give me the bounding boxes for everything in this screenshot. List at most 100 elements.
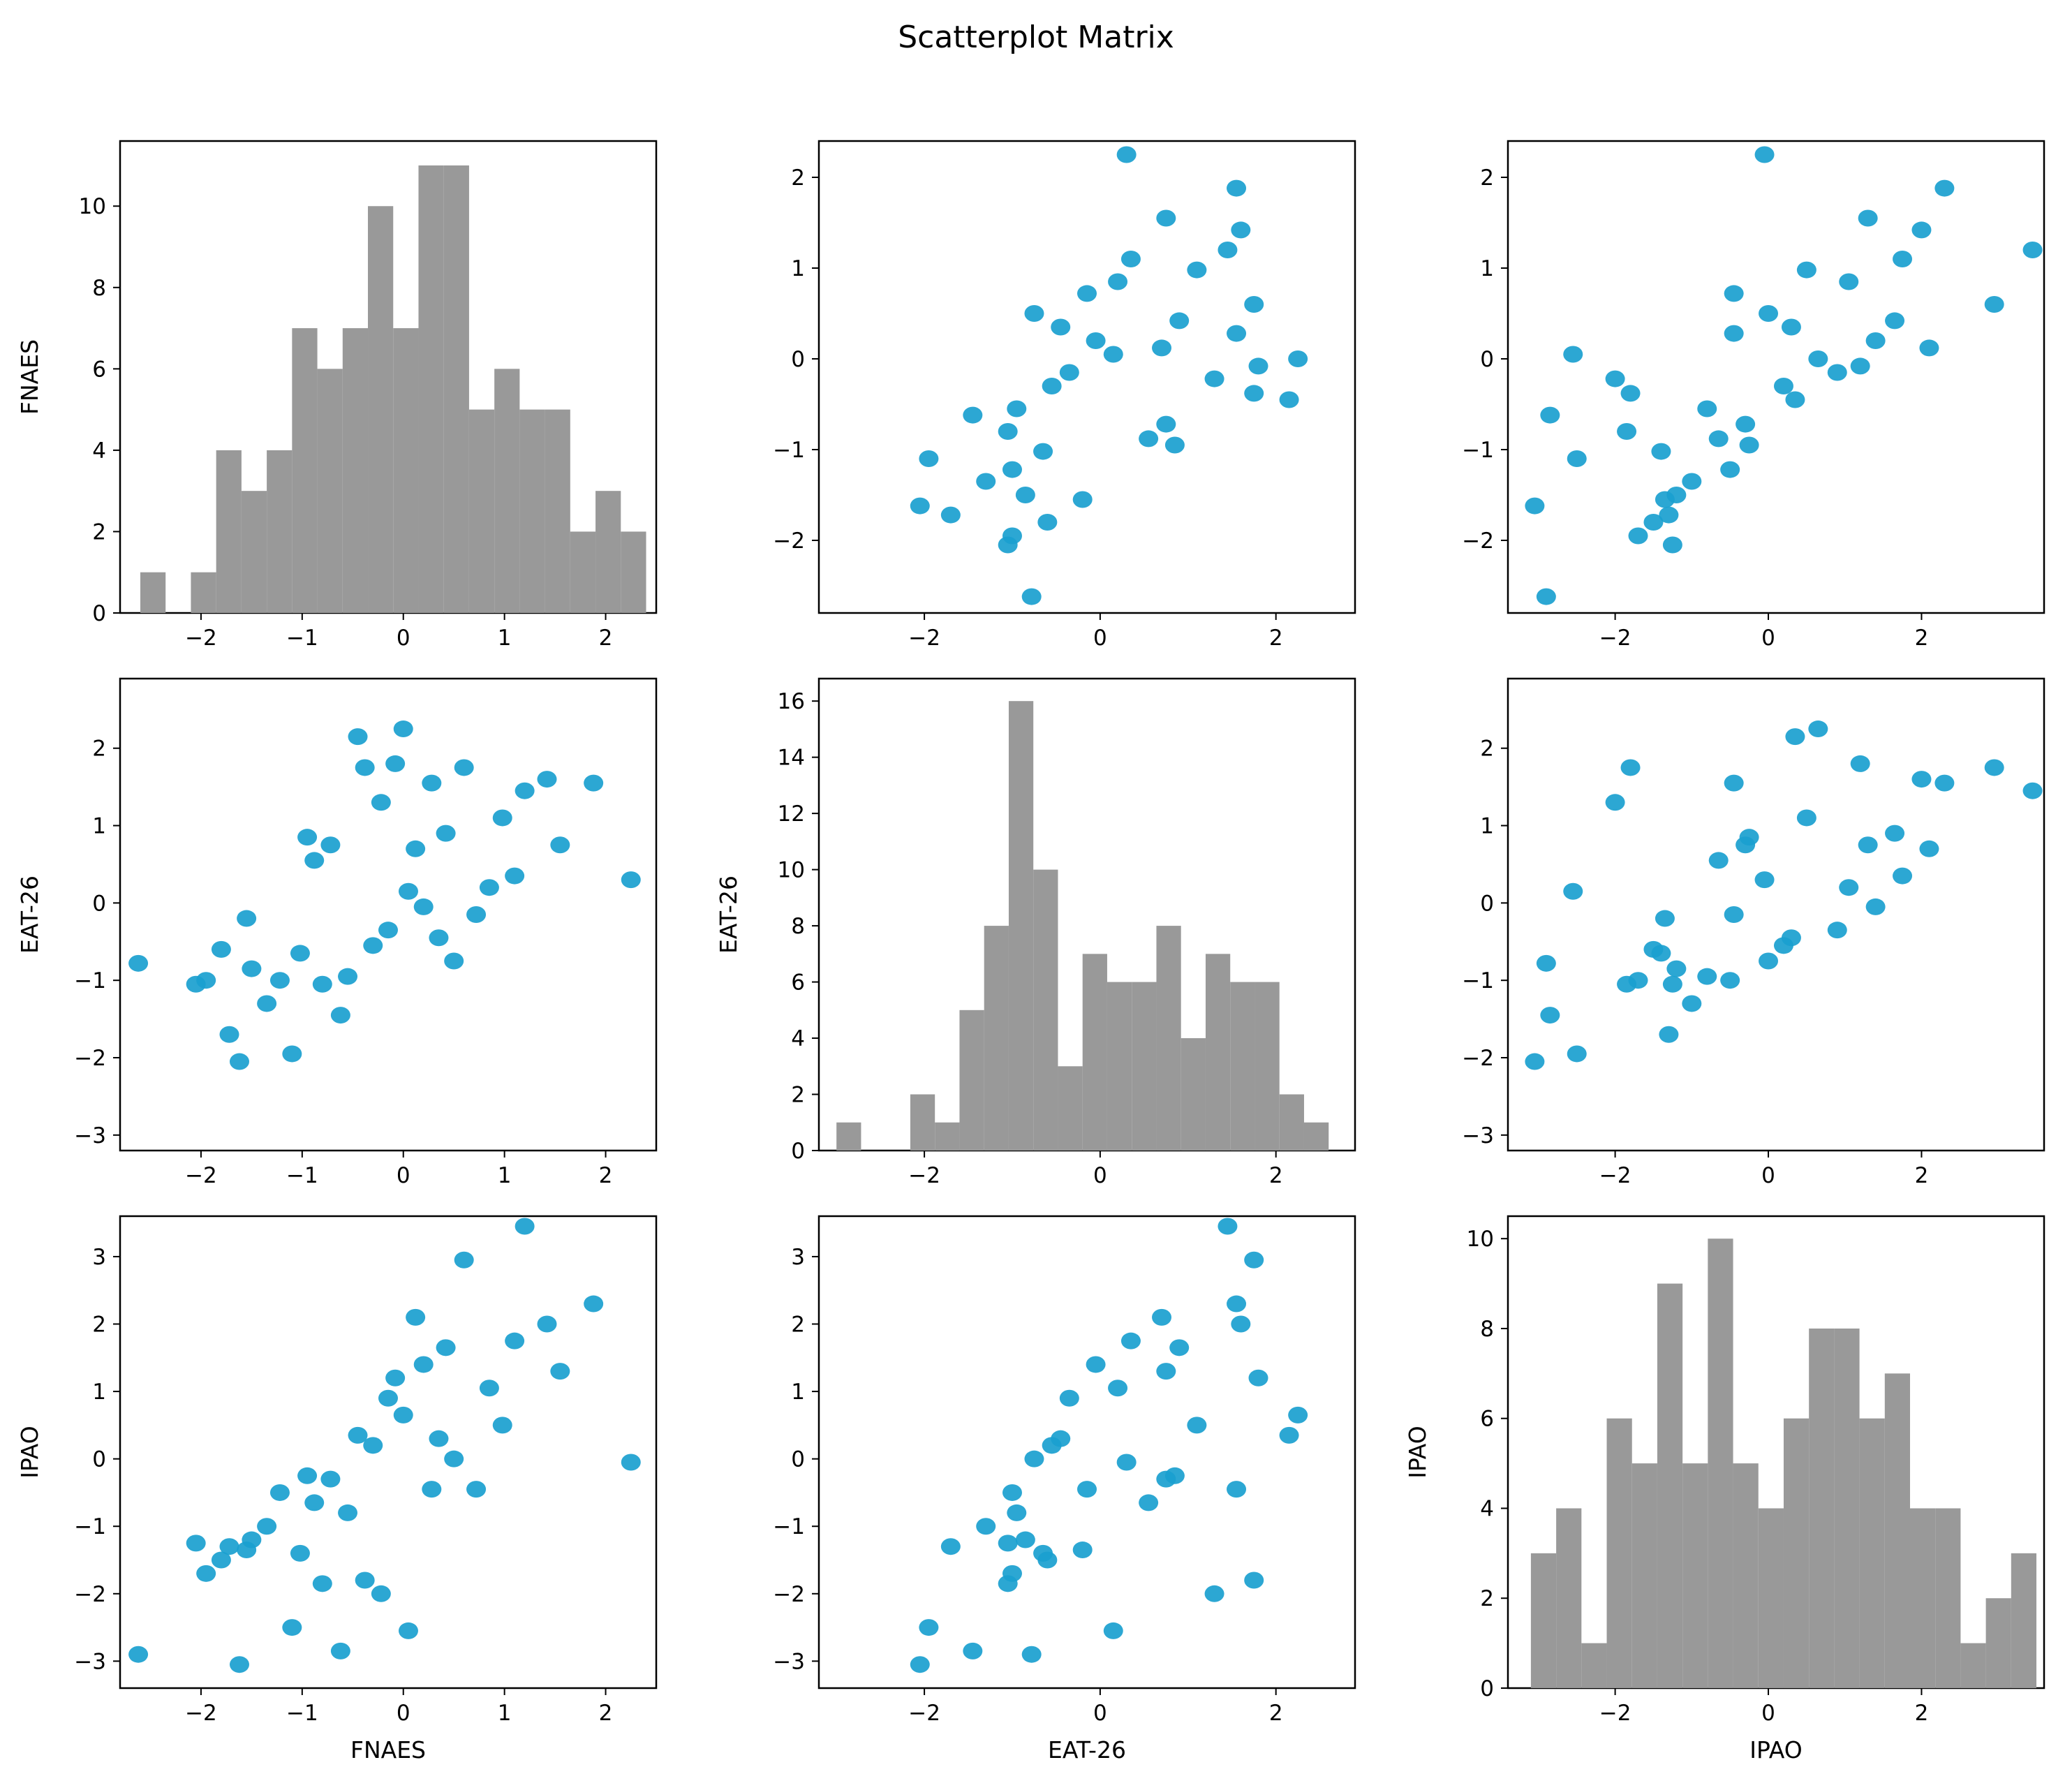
data-point bbox=[621, 871, 641, 889]
panel-frame bbox=[119, 677, 658, 1152]
data-point bbox=[1116, 1454, 1137, 1471]
data-point bbox=[1021, 1646, 1042, 1663]
data-point bbox=[330, 1007, 350, 1024]
data-point bbox=[910, 497, 930, 515]
data-point bbox=[1007, 400, 1027, 417]
data-point bbox=[621, 1454, 641, 1471]
histogram-bar bbox=[959, 1010, 984, 1151]
histogram-bar bbox=[317, 369, 343, 613]
histogram-bar bbox=[1008, 701, 1034, 1151]
y-tick-label: −1 bbox=[74, 1514, 106, 1539]
data-point bbox=[290, 945, 310, 962]
data-point bbox=[1827, 364, 1847, 381]
data-point bbox=[1116, 146, 1137, 163]
y-tick-label: −1 bbox=[773, 438, 805, 463]
x-tick-label: −2 bbox=[185, 626, 217, 651]
panel-1-1: −2 0 2 0 2 4 6 8 10 12 14 16 EAT-26 bbox=[715, 677, 1356, 1188]
data-point bbox=[1655, 910, 1675, 927]
data-point bbox=[320, 836, 341, 854]
histogram-bar bbox=[1581, 1643, 1607, 1688]
y-tick-label: −1 bbox=[74, 968, 106, 993]
data-point bbox=[398, 1622, 418, 1639]
data-point bbox=[355, 759, 375, 776]
data-point bbox=[1724, 325, 1744, 342]
data-point bbox=[515, 782, 535, 799]
data-point bbox=[312, 1575, 332, 1592]
panel-2-2: −2 0 2 0 2 4 6 8 10 IPAO IPAO bbox=[1404, 1215, 2045, 1764]
y-axis-label: EAT-26 bbox=[16, 875, 43, 954]
data-point bbox=[1152, 1308, 1172, 1326]
y-tick-label: −3 bbox=[773, 1649, 805, 1674]
data-point bbox=[1279, 391, 1299, 408]
data-point bbox=[1248, 1369, 1268, 1387]
y-tick-label: 10 bbox=[1467, 1227, 1494, 1252]
y-axis-label: FNAES bbox=[16, 339, 43, 415]
data-point bbox=[910, 1656, 930, 1673]
x-tick-label: 0 bbox=[1093, 626, 1107, 651]
data-point bbox=[1231, 1315, 1251, 1333]
data-point bbox=[1605, 370, 1625, 387]
data-point bbox=[1051, 1430, 1071, 1447]
data-point bbox=[211, 1551, 231, 1569]
y-tick-label: 2 bbox=[791, 165, 805, 191]
data-point bbox=[1628, 527, 1648, 545]
histogram-bar bbox=[621, 531, 646, 613]
histogram-bar bbox=[393, 328, 419, 613]
histogram-bar bbox=[1058, 1066, 1083, 1151]
x-axis-label: IPAO bbox=[1749, 1736, 1803, 1764]
data-point bbox=[998, 1575, 1018, 1592]
y-tick-label: 6 bbox=[1480, 1407, 1494, 1432]
data-point bbox=[290, 1544, 310, 1562]
data-point bbox=[1567, 450, 1587, 467]
y-tick-label: −1 bbox=[1462, 968, 1494, 993]
data-point bbox=[1984, 296, 2004, 313]
chart-title: Scatterplot Matrix bbox=[898, 20, 1174, 55]
data-point bbox=[1781, 318, 1801, 336]
x-tick-label: 0 bbox=[1093, 1701, 1107, 1726]
histogram-bar bbox=[1082, 954, 1107, 1151]
data-point bbox=[1651, 945, 1671, 962]
data-point bbox=[406, 840, 426, 857]
data-point bbox=[1227, 325, 1247, 342]
data-point bbox=[1227, 179, 1247, 197]
data-point bbox=[320, 1470, 341, 1488]
data-point bbox=[1244, 385, 1264, 402]
data-point bbox=[1934, 774, 1955, 792]
data-point bbox=[413, 898, 434, 915]
data-point bbox=[186, 1535, 206, 1552]
data-point bbox=[1796, 261, 1816, 279]
histogram-bar bbox=[1255, 982, 1280, 1151]
histogram-bar bbox=[216, 450, 242, 613]
data-point bbox=[1858, 209, 1878, 227]
data-point bbox=[454, 1251, 474, 1269]
data-point bbox=[537, 771, 557, 788]
data-point bbox=[242, 1531, 262, 1548]
histogram-bar bbox=[519, 409, 545, 613]
data-point bbox=[355, 1572, 375, 1589]
histogram-bar bbox=[292, 328, 318, 613]
data-point bbox=[229, 1656, 249, 1673]
histogram-bar bbox=[1530, 1553, 1557, 1688]
x-tick-label: 1 bbox=[498, 626, 512, 651]
y-tick-label: 6 bbox=[92, 357, 106, 382]
y-tick-label: 0 bbox=[92, 1447, 106, 1472]
data-point bbox=[1934, 179, 1955, 197]
data-point bbox=[1103, 1622, 1123, 1639]
data-point bbox=[1708, 430, 1729, 448]
x-tick-label: 2 bbox=[1269, 626, 1283, 651]
y-tick-label: −3 bbox=[74, 1649, 106, 1674]
data-point bbox=[1156, 1470, 1176, 1488]
data-point bbox=[1033, 443, 1053, 460]
y-axis-label: EAT-26 bbox=[715, 875, 742, 954]
histogram-bar bbox=[1758, 1508, 1784, 1688]
data-point bbox=[1827, 922, 1847, 939]
data-point bbox=[219, 1026, 239, 1043]
data-point bbox=[963, 406, 983, 424]
data-point bbox=[1919, 339, 1939, 357]
data-point bbox=[1785, 728, 1805, 746]
data-point bbox=[1885, 312, 1905, 330]
panel-0-2: −2 0 2 −2 −1 0 1 2 bbox=[1462, 140, 2045, 651]
data-point bbox=[1651, 443, 1671, 460]
data-point bbox=[1002, 461, 1022, 478]
